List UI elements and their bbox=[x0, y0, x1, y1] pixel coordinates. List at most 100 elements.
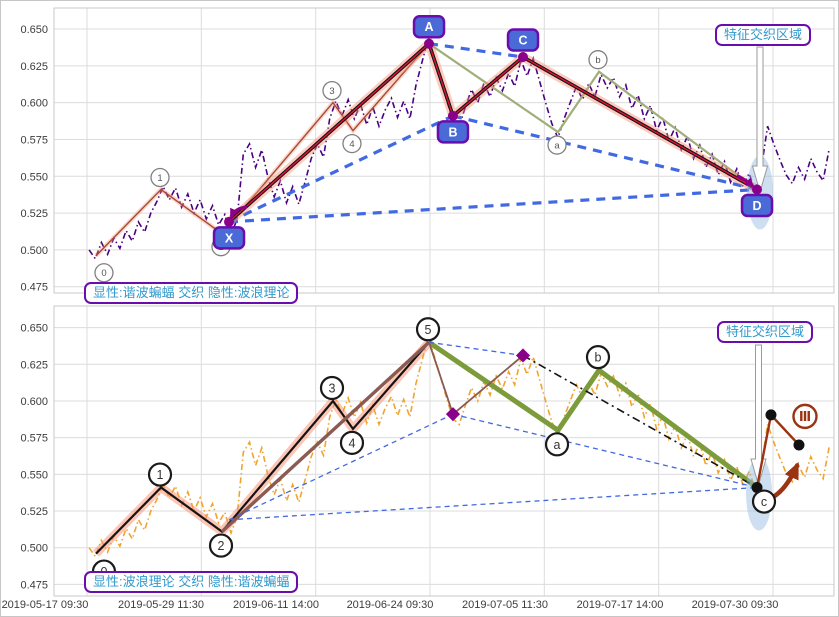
projection-roman-label: Ⅲ bbox=[799, 409, 811, 424]
bottom-panel-mode-label: 显性:波浪理论 交织 隐性:谐波蝙蝠 bbox=[84, 571, 299, 593]
y-tick-label: 0.625 bbox=[20, 61, 48, 73]
wave-point-circle-0 bbox=[94, 263, 114, 283]
wave-point-label: 3 bbox=[329, 381, 336, 395]
hidden-harmonic-ab bbox=[428, 342, 454, 415]
y-tick-label: 0.550 bbox=[20, 171, 48, 183]
wave-point-label: 2 bbox=[218, 539, 225, 553]
hidden-harmonic-diamond-C bbox=[515, 348, 531, 363]
x-annotate-arrow bbox=[229, 205, 248, 219]
harmonic-point-box-X bbox=[212, 226, 246, 250]
x-tick-label: 2019-07-30 09:30 bbox=[692, 599, 779, 611]
wave-point-label: 3 bbox=[329, 86, 334, 97]
wave-point-label: 4 bbox=[348, 436, 355, 450]
harmonic-point-box-label: A bbox=[425, 20, 434, 34]
wave-point-label: c bbox=[761, 495, 767, 509]
wave-line bbox=[95, 341, 430, 555]
y-tick-label: 0.650 bbox=[20, 24, 48, 36]
abc-wave-line bbox=[427, 340, 759, 490]
x-tick-label: 2019-05-17 09:30 bbox=[2, 599, 89, 611]
y-tick-label: 0.650 bbox=[20, 323, 48, 335]
wave-point-label: 1 bbox=[157, 468, 164, 482]
panel-frame bbox=[53, 305, 835, 597]
bottom-panel-feature-zone-label: 特征交织区域 bbox=[717, 321, 814, 343]
top-price-line bbox=[88, 34, 831, 261]
y-tick-label: 0.600 bbox=[20, 98, 48, 110]
wave-point-circle-a bbox=[547, 135, 567, 155]
harmonic-point-box-D bbox=[740, 193, 774, 218]
hidden-harmonic-diamond-B bbox=[445, 407, 461, 422]
wave-point-label: a bbox=[554, 438, 561, 452]
hidden-dashed-edge-XD bbox=[228, 486, 758, 521]
wave-point-label: 1 bbox=[157, 173, 162, 184]
y-tick-label: 0.500 bbox=[20, 245, 48, 257]
y-tick-label: 0.500 bbox=[20, 543, 48, 555]
x-axis-labels: 2019-05-17 09:30 2019-05-29 11:30 2019-06-… bbox=[2, 599, 779, 611]
feature-zone-arrow bbox=[750, 344, 767, 487]
projection-dot-2 bbox=[793, 439, 805, 451]
y-tick-label: 0.475 bbox=[20, 282, 48, 294]
hidden-dashed-edge-BD bbox=[452, 413, 758, 489]
y-tick-label: 0.525 bbox=[20, 506, 48, 518]
harmonic-vertex-dot-A bbox=[424, 38, 435, 49]
wave-point-circle-4 bbox=[342, 133, 362, 154]
y-tick-label: 0.575 bbox=[20, 134, 48, 146]
y-tick-label: 0.575 bbox=[20, 433, 48, 445]
top-panel: 0.650 0.625 0.600 0.575 0.550 0.525 0.500 0.475… bbox=[20, 7, 835, 294]
wave-point-label: b bbox=[595, 55, 600, 66]
y-tick-label: 0.475 bbox=[20, 579, 48, 591]
harmonic-point-box-C bbox=[506, 28, 540, 52]
harmonic-dashed-edge-BD bbox=[452, 114, 758, 192]
harmonic-point-box-A bbox=[412, 14, 446, 39]
top-panel-mode-label: 显性:谐波蝙蝠 交织 隐性:波浪理论 bbox=[84, 282, 299, 304]
wave-point-label: 4 bbox=[349, 139, 354, 150]
wave-point-circle-5 bbox=[415, 317, 441, 342]
wave-point-label: 5 bbox=[425, 323, 432, 337]
y-tick-label: 0.550 bbox=[20, 469, 48, 481]
hidden-harmonic-xa bbox=[220, 341, 431, 533]
x-tick-label: 2019-06-24 09:30 bbox=[347, 599, 434, 611]
wave-point-circle-3 bbox=[322, 80, 342, 101]
x-tick-label: 2019-06-11 14:00 bbox=[233, 599, 319, 611]
hidden-dashed-edge-AC bbox=[428, 341, 524, 357]
wave-point-circle-4 bbox=[339, 430, 365, 455]
wave-point-label: 0 bbox=[101, 268, 106, 279]
harmonic-dashed-edge-XB bbox=[228, 114, 454, 224]
hidden-abc-line bbox=[428, 42, 758, 191]
harmonic-point-box-label: X bbox=[225, 231, 234, 245]
y-tick-label: 0.625 bbox=[20, 359, 48, 371]
harmonic-vertex-dot-B bbox=[447, 110, 458, 121]
projection-dot-1 bbox=[765, 409, 777, 421]
d-annotate-arrow bbox=[736, 174, 755, 188]
x-tick-label: 2019-05-29 11:30 bbox=[118, 599, 204, 611]
x-tick-label: 2019-07-05 11:30 bbox=[462, 599, 548, 611]
bottom-panel: 0.650 0.625 0.600 0.575 0.550 0.525 0.500 0.475… bbox=[20, 305, 835, 597]
top-panel-feature-zone-label: 特征交织区域 bbox=[715, 24, 812, 46]
harmonic-vertex-dot-D bbox=[752, 184, 763, 195]
wave-point-circle-b bbox=[588, 50, 608, 70]
wave-point-circle-3 bbox=[319, 375, 345, 401]
hidden-harmonic-cd bbox=[522, 354, 758, 489]
harmonic-vertex-dot-X bbox=[224, 216, 235, 227]
wave-point-circle-c bbox=[751, 489, 777, 514]
harmonic-point-box-label: C bbox=[518, 33, 527, 47]
projection-roman-circle bbox=[792, 403, 818, 430]
wave-point-circle-b bbox=[585, 345, 611, 370]
wave-point-label: a bbox=[554, 141, 560, 152]
wave-point-label: b bbox=[595, 351, 602, 365]
y-tick-label: 0.525 bbox=[20, 208, 48, 220]
hidden-harmonic-bc bbox=[452, 354, 524, 415]
hidden-wave-line bbox=[95, 43, 430, 257]
wave-point-circle-1 bbox=[147, 462, 173, 487]
wave-point-circle-2 bbox=[208, 533, 234, 558]
harmonic-point-box-label: D bbox=[752, 199, 761, 213]
harmonic-vertex-dot-C bbox=[518, 51, 529, 62]
feature-zone-arrow bbox=[751, 46, 769, 194]
y-tick-label: 0.600 bbox=[20, 396, 48, 408]
harmonic-point-box-B bbox=[436, 120, 470, 144]
wave-point-circle-a bbox=[544, 432, 570, 457]
x-tick-label: 2019-07-17 14:00 bbox=[577, 599, 664, 611]
bottom-price-line bbox=[88, 333, 831, 559]
harmonic-point-box-label: B bbox=[448, 125, 457, 139]
